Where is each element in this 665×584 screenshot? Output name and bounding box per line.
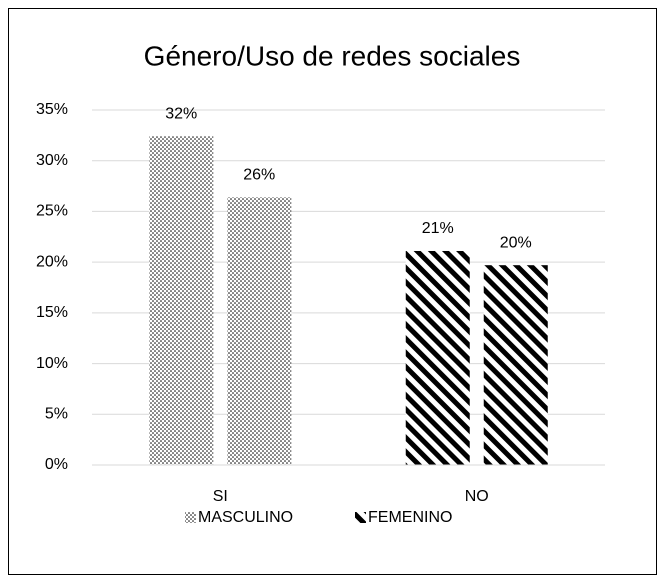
data-label: 21% — [422, 220, 454, 237]
y-tick-label: 10% — [36, 355, 68, 372]
x-tick-label: NO — [465, 488, 489, 505]
legend-label: FEMENINO — [368, 509, 452, 526]
y-tick-label: 35% — [36, 101, 68, 118]
y-tick-label: 15% — [36, 304, 68, 321]
bar — [149, 136, 214, 465]
legend-swatch — [355, 512, 366, 523]
bar — [227, 197, 292, 465]
data-label: 20% — [500, 234, 532, 251]
data-label: 32% — [165, 106, 197, 123]
chart-border — [8, 8, 657, 575]
y-tick-label: 30% — [36, 152, 68, 169]
bar — [483, 265, 548, 465]
y-tick-label: 25% — [36, 203, 68, 220]
y-tick-label: 5% — [45, 406, 68, 423]
bar — [405, 250, 470, 465]
legend-swatch — [185, 512, 196, 523]
y-tick-label: 0% — [45, 456, 68, 473]
x-tick-label: SI — [213, 488, 228, 505]
data-label: 26% — [243, 166, 275, 183]
legend-label: MASCULINO — [198, 509, 293, 526]
chart-title: Género/Uso de redes sociales — [144, 40, 521, 71]
y-tick-label: 20% — [36, 253, 68, 270]
